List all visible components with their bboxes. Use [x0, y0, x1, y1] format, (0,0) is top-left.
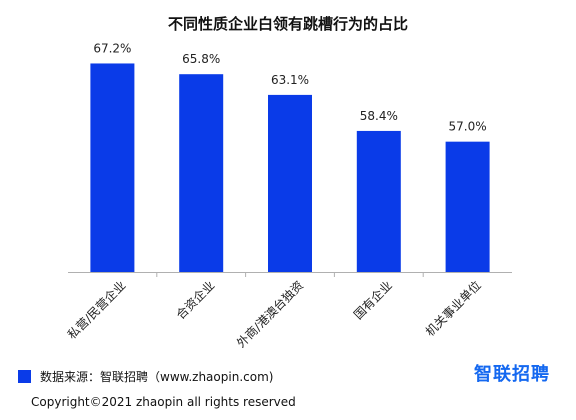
tick-label: 国有企业: [350, 278, 395, 323]
data-source: 数据来源：智联招聘（www.zhaopin.com): [18, 368, 273, 384]
source-text: 数据来源：智联招聘（www.zhaopin.com): [40, 369, 274, 384]
bar: [90, 63, 135, 272]
data-label: 58.4%: [360, 109, 398, 123]
tick-label: 机关事业单位: [422, 278, 484, 340]
bar: [179, 74, 224, 272]
zhaopin-logo: 智联招聘: [474, 364, 550, 385]
legend-swatch: [18, 369, 31, 383]
tick-label: 外商/港澳台独资: [233, 278, 306, 351]
data-label: 65.8%: [182, 52, 220, 66]
data-label: 63.1%: [271, 73, 309, 87]
copyright-text: Copyright©2021 zhaopin all rights reserv…: [31, 395, 296, 409]
tick-label: 合资企业: [173, 278, 218, 323]
tick-label: 私营/民营企业: [64, 278, 128, 342]
bar: [356, 130, 401, 272]
chart-title: 不同性质企业白领有跳槽行为的占比: [167, 15, 408, 33]
data-label: 67.2%: [93, 41, 131, 55]
bar: [268, 94, 312, 273]
bar: [445, 141, 490, 272]
data-label: 57.0%: [449, 120, 487, 134]
